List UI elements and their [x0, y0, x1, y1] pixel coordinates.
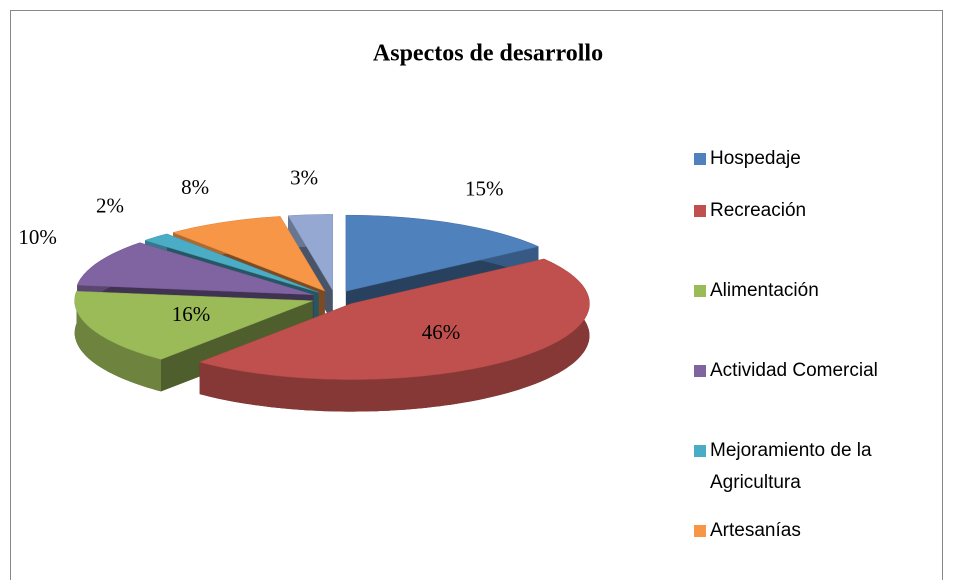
slice-top — [76, 242, 314, 295]
legend-item: Recreación — [694, 195, 934, 227]
legend-swatch — [694, 285, 706, 297]
legend-label: Actividad Comercial — [710, 360, 878, 381]
legend-label: Hospedaje — [710, 148, 801, 169]
legend-swatch — [694, 445, 706, 457]
data-label: 16% — [172, 302, 211, 326]
legend-swatch — [694, 153, 706, 165]
slice-top — [345, 214, 540, 292]
legend-item: Hospedaje — [694, 143, 934, 175]
data-label: 8% — [181, 175, 209, 199]
data-label: 15% — [465, 176, 504, 200]
slice-top — [198, 258, 590, 380]
data-label: 2% — [96, 193, 124, 217]
legend-swatch — [694, 205, 706, 217]
pie-slice — [74, 291, 313, 392]
legend-item: Actividad Comercial — [694, 355, 934, 387]
legend-swatch — [694, 525, 706, 537]
data-label: 10% — [18, 225, 57, 249]
legend-label: Mejoramiento de la Agricultura — [710, 440, 872, 493]
legend-item: Alimentación — [694, 275, 934, 307]
legend-swatch — [694, 365, 706, 377]
slice-top — [287, 214, 333, 292]
slice-outer-side — [199, 258, 590, 412]
slice-top — [74, 291, 313, 360]
legend-label: Recreación — [710, 200, 807, 221]
slice-top — [144, 233, 319, 293]
slice-outer-side — [74, 291, 161, 392]
pie-slice — [198, 258, 590, 412]
data-label: 3% — [290, 165, 318, 189]
legend-label: Alimentación — [710, 280, 819, 301]
slice-top — [172, 216, 326, 292]
legend-item: Mejoramiento de la Agricultura — [694, 435, 934, 499]
data-label: 46% — [422, 320, 461, 344]
chart-title: Aspectos de desarrollo — [373, 41, 603, 67]
legend-item: Artesanías — [694, 515, 934, 547]
legend-label: Artesanías — [710, 520, 801, 541]
